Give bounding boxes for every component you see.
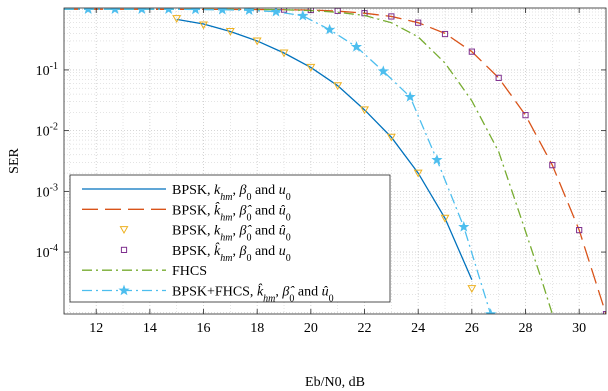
legend-label-bpsk-fhcs: BPSK+FHCS, k̂hm, β̂0 and û0: [172, 283, 334, 304]
x-tick-label: 30: [572, 321, 586, 336]
data-point: [83, 8, 93, 14]
x-tick-label: 28: [519, 321, 533, 336]
data-point: [413, 169, 423, 178]
data-point: [216, 8, 228, 15]
data-point: [306, 63, 316, 72]
legend-marker-bpsk-true-k-markers: [119, 226, 129, 235]
x-tick-label: 16: [197, 321, 211, 336]
y-tick-label: 10-3: [36, 182, 58, 200]
plot-frame: [63, 7, 607, 315]
data-point: [549, 162, 556, 169]
data-point: [386, 133, 396, 142]
data-point: [431, 154, 443, 165]
series-bpsk-true: [176, 18, 473, 281]
data-point: [377, 65, 389, 77]
data-point: [404, 91, 416, 102]
y-tick-label: 10-2: [36, 122, 58, 140]
data-point: [458, 221, 470, 232]
series-layer: [64, 8, 606, 314]
data-point: [522, 112, 529, 119]
x-tick-label: 26: [465, 321, 479, 336]
series-line-bpsk-true: [176, 18, 473, 281]
legend-label-bpsk-true: BPSK, khm, β0 and u0: [172, 183, 291, 203]
data-point: [190, 8, 201, 15]
series-line-fhcs: [64, 8, 553, 314]
data-point: [243, 8, 255, 16]
data-point: [333, 82, 343, 91]
x-tick-label: 20: [304, 321, 318, 336]
data-point: [279, 49, 289, 58]
data-point: [440, 214, 450, 223]
data-point: [252, 37, 262, 46]
x-tick-label: 14: [143, 321, 157, 336]
data-point: [225, 27, 235, 36]
legend-marker-bpsk-fhcs: [118, 284, 130, 296]
data-point: [388, 13, 395, 20]
legend-label-bpsk-est-k-markers: BPSK, k̂hm, β0 and u0: [172, 242, 291, 263]
y-tick-label: 10-4: [36, 243, 58, 261]
legend-label-bpsk-est-all: BPSK, k̂hm, β̂0 and û0: [172, 202, 291, 223]
series-fhcs: [64, 8, 553, 314]
axes: 12 14 16 18 20 22 24 26 28 30 10-1 10-2 10-3 10-4 Eb/N…: [7, 7, 607, 390]
data-point: [172, 15, 182, 24]
data-point: [270, 8, 282, 17]
data-point: [110, 8, 120, 14]
data-point: [495, 74, 502, 81]
series-line-bpsk-fhcs: [64, 8, 492, 314]
data-point: [360, 106, 369, 115]
legend-marker-bpsk-est-k-markers: [120, 246, 128, 254]
legend-label-fhcs: FHCS: [172, 264, 207, 279]
y-axis-title: SER: [7, 148, 22, 174]
x-axis-title: Eb/N0, dB: [305, 375, 365, 390]
x-tick-label: 12: [89, 321, 103, 336]
data-point: [415, 19, 422, 26]
x-tick-label: 18: [250, 321, 264, 336]
data-point: [350, 40, 363, 52]
legend-box: [69, 174, 391, 303]
x-tick-label: 24: [411, 321, 425, 336]
data-point: [163, 8, 174, 14]
data-point: [485, 308, 497, 314]
data-point: [576, 227, 583, 234]
data-point: [324, 23, 336, 35]
data-point: [297, 9, 309, 21]
data-point: [136, 8, 147, 14]
x-tick-label: 22: [358, 321, 372, 336]
data-point: [468, 48, 475, 55]
data-point: [199, 21, 208, 30]
series-bpsk-fhcs: [64, 8, 497, 314]
data-point: [441, 30, 449, 38]
data-point: [467, 285, 477, 294]
y-tick-label: 10-1: [36, 61, 58, 79]
series-bpsk-true-k-markers: [172, 15, 477, 294]
